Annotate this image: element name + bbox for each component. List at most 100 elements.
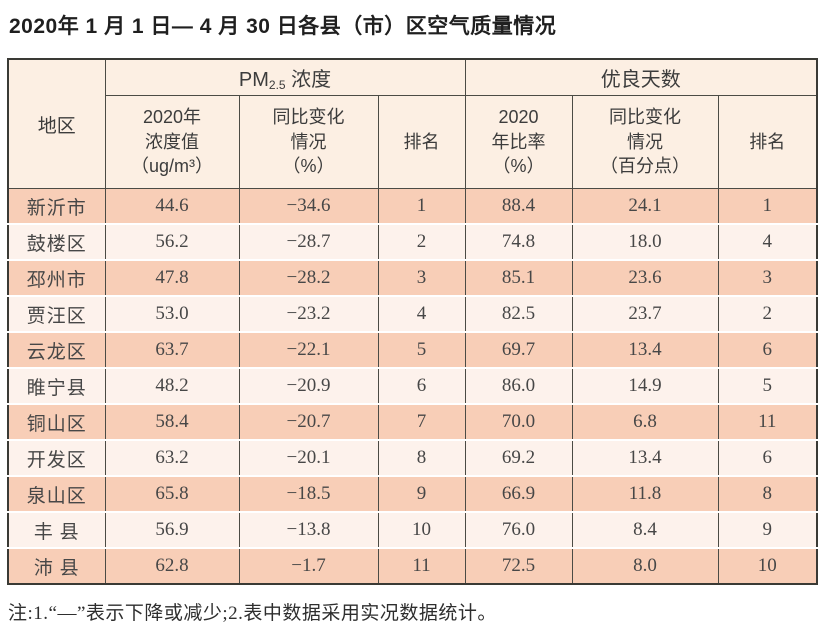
cell-good-rate: 69.2 (464, 439, 573, 476)
cell-good-rate: 72.5 (464, 547, 573, 584)
cell-good-rate: 69.7 (464, 331, 573, 368)
cell-pm-rank: 6 (377, 367, 466, 404)
cell-good-yoy-change: 6.8 (571, 403, 719, 440)
air-quality-table: 地区 PM2.5 浓度 优良天数 2020年 浓度值 （ug/m³） 同比变化 … (7, 58, 819, 585)
cell-good-yoy-change: 23.6 (571, 259, 719, 296)
cell-pm-yoy-change: −20.9 (238, 367, 379, 404)
cell-good-rate: 88.4 (464, 188, 573, 224)
cell-pm-rank: 3 (377, 259, 466, 296)
cell-pm-yoy-change: −34.6 (238, 188, 379, 224)
table-row: 泉山区 65.8 −18.5 9 66.9 11.8 8 (7, 475, 818, 512)
table-row: 贾汪区 53.0 −23.2 4 82.5 23.7 2 (7, 295, 818, 332)
header-pm-concentration-2020: 2020年 浓度值 （ug/m³） (104, 95, 240, 189)
header-pm-yoy-change: 同比变化 情况 （%） (238, 95, 379, 189)
cell-good-rank: 6 (717, 331, 818, 368)
cell-pm-rank: 4 (377, 295, 466, 332)
cell-good-yoy-change: 13.4 (571, 439, 719, 476)
table-body: 新沂市 44.6 −34.6 1 88.4 24.1 1 鼓楼区 56.2 −2… (7, 188, 818, 584)
cell-good-rank: 8 (717, 475, 818, 512)
cell-good-rate: 86.0 (464, 367, 573, 404)
cell-region: 新沂市 (7, 188, 106, 224)
table-header: 地区 PM2.5 浓度 优良天数 2020年 浓度值 （ug/m³） 同比变化 … (7, 59, 818, 189)
table-row: 开发区 63.2 −20.1 8 69.2 13.4 6 (7, 439, 818, 476)
cell-good-rate: 70.0 (464, 403, 573, 440)
header-good-yoy-change: 同比变化 情况 （百分点） (571, 95, 719, 189)
cell-good-rank: 3 (717, 259, 818, 296)
cell-good-yoy-change: 24.1 (571, 188, 719, 224)
cell-pm-yoy-change: −23.2 (238, 295, 379, 332)
table-row: 铜山区 58.4 −20.7 7 70.0 6.8 11 (7, 403, 818, 440)
cell-pm-rank: 8 (377, 439, 466, 476)
cell-good-rate: 76.0 (464, 511, 573, 548)
cell-pm-concentration: 63.2 (104, 439, 240, 476)
cell-pm-concentration: 53.0 (104, 295, 240, 332)
cell-region: 云龙区 (7, 331, 106, 368)
cell-pm-yoy-change: −13.8 (238, 511, 379, 548)
cell-region: 鼓楼区 (7, 223, 106, 260)
cell-region: 睢宁县 (7, 367, 106, 404)
cell-good-rank: 11 (717, 403, 818, 440)
cell-pm-yoy-change: −18.5 (238, 475, 379, 512)
cell-good-rate: 66.9 (464, 475, 573, 512)
cell-pm-concentration: 44.6 (104, 188, 240, 224)
header-group-row: 地区 PM2.5 浓度 优良天数 (7, 59, 818, 189)
header-region: 地区 (7, 59, 106, 189)
cell-region: 泉山区 (7, 475, 106, 512)
cell-pm-concentration: 65.8 (104, 475, 240, 512)
cell-pm-yoy-change: −28.2 (238, 259, 379, 296)
cell-good-yoy-change: 8.4 (571, 511, 719, 548)
cell-good-rank: 2 (717, 295, 818, 332)
cell-pm-yoy-change: −20.1 (238, 439, 379, 476)
cell-good-rank: 1 (717, 188, 818, 224)
cell-good-rank: 6 (717, 439, 818, 476)
pm25-label-prefix: PM (238, 69, 269, 91)
page-title: 2020年 1 月 1 日— 4 月 30 日各县（市）区空气质量情况 (9, 15, 557, 38)
cell-region: 铜山区 (7, 403, 106, 440)
cell-good-yoy-change: 23.7 (571, 295, 719, 332)
cell-region: 沛 县 (7, 547, 106, 584)
cell-good-rate: 85.1 (464, 259, 573, 296)
cell-good-yoy-change: 14.9 (571, 367, 719, 404)
header-good-rate-2020: 2020 年比率 （%） (464, 95, 573, 189)
cell-good-rank: 5 (717, 367, 818, 404)
header-group-pm25: PM2.5 浓度 (104, 59, 466, 96)
cell-pm-concentration: 63.7 (104, 331, 240, 368)
cell-good-yoy-change: 18.0 (571, 223, 719, 260)
header-sub-row: 2020年 浓度值 （ug/m³） 同比变化 情况 （%） 排名 2020 年比… (8, 95, 818, 189)
cell-good-yoy-change: 8.0 (571, 547, 719, 584)
cell-good-yoy-change: 13.4 (571, 331, 719, 368)
cell-pm-rank: 7 (377, 403, 466, 440)
cell-pm-concentration: 58.4 (104, 403, 240, 440)
cell-pm-yoy-change: −1.7 (238, 547, 379, 584)
pm25-label-suffix: 浓度 (285, 69, 332, 91)
cell-good-yoy-change: 11.8 (571, 475, 719, 512)
cell-region: 贾汪区 (7, 295, 106, 332)
cell-pm-rank: 11 (377, 547, 466, 584)
cell-pm-yoy-change: −22.1 (238, 331, 379, 368)
header-group-good-days: 优良天数 (464, 59, 818, 96)
cell-pm-rank: 10 (377, 511, 466, 548)
cell-good-rank: 4 (717, 223, 818, 260)
table-row: 沛 县 62.8 −1.7 11 72.5 8.0 10 (7, 547, 818, 584)
table-row: 睢宁县 48.2 −20.9 6 86.0 14.9 5 (7, 367, 818, 404)
cell-pm-rank: 9 (377, 475, 466, 512)
cell-pm-yoy-change: −28.7 (238, 223, 379, 260)
table-row: 丰 县 56.9 −13.8 10 76.0 8.4 9 (7, 511, 818, 548)
cell-good-rate: 82.5 (464, 295, 573, 332)
cell-region: 丰 县 (7, 511, 106, 548)
cell-pm-rank: 1 (377, 188, 466, 224)
cell-pm-yoy-change: −20.7 (238, 403, 379, 440)
cell-pm-concentration: 48.2 (104, 367, 240, 404)
cell-pm-concentration: 62.8 (104, 547, 240, 584)
cell-good-rank: 9 (717, 511, 818, 548)
cell-pm-rank: 5 (377, 331, 466, 368)
cell-pm-concentration: 56.9 (104, 511, 240, 548)
table-row: 新沂市 44.6 −34.6 1 88.4 24.1 1 (7, 188, 818, 224)
cell-good-rate: 74.8 (464, 223, 573, 260)
cell-region: 邳州市 (7, 259, 106, 296)
table-row: 邳州市 47.8 −28.2 3 85.1 23.6 3 (7, 259, 818, 296)
cell-pm-concentration: 47.8 (104, 259, 240, 296)
table-row: 云龙区 63.7 −22.1 5 69.7 13.4 6 (7, 331, 818, 368)
table-row: 鼓楼区 56.2 −28.7 2 74.8 18.0 4 (7, 223, 818, 260)
cell-good-rank: 10 (717, 547, 818, 584)
